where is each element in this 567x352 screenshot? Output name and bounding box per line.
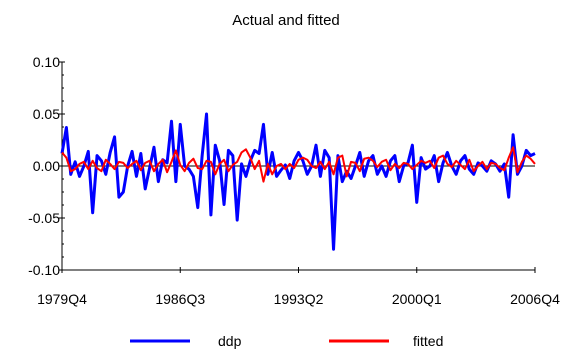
y-tick-label: 0.00 xyxy=(33,158,60,174)
y-tick-label: -0.10 xyxy=(28,262,60,278)
axes: -0.10 -0.05 0.00 0.05 0.10 1979Q4 1986Q3 1993Q2… xyxy=(28,54,560,307)
x-tick-label: 2000Q1 xyxy=(392,291,442,307)
x-tick-label: 1993Q2 xyxy=(274,291,324,307)
x-tick-label: 2006Q4 xyxy=(510,291,560,307)
series-line-fitted xyxy=(61,146,536,183)
x-tick-label: 1979Q4 xyxy=(37,291,87,307)
series-line-ddp xyxy=(60,112,536,251)
y-tick-label: 0.10 xyxy=(33,54,60,70)
x-tick-label: 1986Q3 xyxy=(155,291,205,307)
series-layer xyxy=(60,112,536,251)
legend: ddp fitted xyxy=(130,333,443,349)
y-tick-label: -0.05 xyxy=(28,210,60,226)
legend-label-fitted: fitted xyxy=(413,333,443,349)
y-tick-label: 0.05 xyxy=(33,106,60,122)
chart-title: Actual and fitted xyxy=(232,12,340,29)
legend-label-ddp: ddp xyxy=(218,333,242,349)
